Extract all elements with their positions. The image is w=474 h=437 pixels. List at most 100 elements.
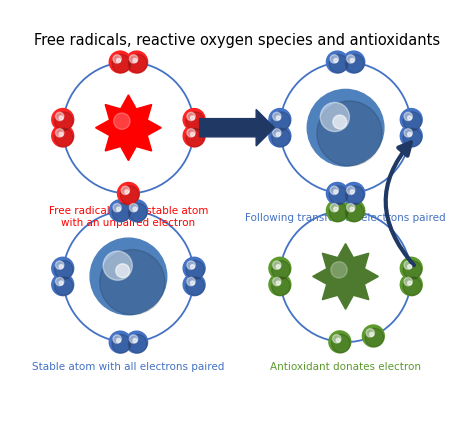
Circle shape bbox=[133, 339, 137, 343]
Circle shape bbox=[272, 112, 290, 131]
Circle shape bbox=[112, 203, 131, 222]
Circle shape bbox=[401, 257, 422, 279]
Circle shape bbox=[183, 125, 205, 147]
FancyArrow shape bbox=[200, 110, 274, 146]
Circle shape bbox=[187, 261, 195, 269]
Circle shape bbox=[329, 203, 348, 222]
Circle shape bbox=[408, 132, 411, 136]
Circle shape bbox=[346, 54, 364, 73]
Circle shape bbox=[346, 186, 355, 194]
Circle shape bbox=[186, 112, 204, 131]
Circle shape bbox=[273, 112, 281, 121]
Circle shape bbox=[276, 265, 280, 269]
Circle shape bbox=[126, 200, 147, 222]
Circle shape bbox=[273, 261, 281, 269]
Circle shape bbox=[118, 183, 139, 205]
Circle shape bbox=[126, 331, 147, 353]
Circle shape bbox=[329, 54, 348, 73]
Circle shape bbox=[403, 128, 422, 147]
Circle shape bbox=[55, 112, 73, 131]
Circle shape bbox=[116, 264, 129, 277]
Circle shape bbox=[269, 125, 291, 147]
Circle shape bbox=[276, 281, 280, 285]
Circle shape bbox=[403, 112, 422, 131]
Circle shape bbox=[273, 277, 281, 286]
Circle shape bbox=[55, 128, 73, 147]
Circle shape bbox=[55, 112, 64, 121]
Circle shape bbox=[191, 265, 194, 269]
Circle shape bbox=[187, 112, 195, 121]
Circle shape bbox=[408, 281, 411, 285]
Circle shape bbox=[327, 183, 348, 205]
Circle shape bbox=[133, 207, 137, 211]
Circle shape bbox=[191, 132, 194, 136]
Circle shape bbox=[343, 183, 365, 205]
Circle shape bbox=[370, 333, 374, 336]
Circle shape bbox=[269, 257, 291, 279]
Circle shape bbox=[55, 261, 64, 269]
Circle shape bbox=[59, 281, 63, 285]
Circle shape bbox=[128, 54, 147, 73]
Circle shape bbox=[113, 335, 121, 343]
Circle shape bbox=[129, 204, 138, 212]
Text: Free radical: an unstable atom
with an unpaired electron: Free radical: an unstable atom with an u… bbox=[49, 206, 208, 228]
Circle shape bbox=[336, 338, 340, 342]
Circle shape bbox=[331, 262, 347, 278]
Circle shape bbox=[317, 101, 382, 166]
Circle shape bbox=[404, 261, 412, 269]
Circle shape bbox=[55, 277, 73, 295]
Circle shape bbox=[343, 200, 365, 222]
Circle shape bbox=[401, 125, 422, 147]
Circle shape bbox=[129, 55, 138, 63]
Circle shape bbox=[330, 186, 338, 194]
Circle shape bbox=[109, 51, 131, 73]
Circle shape bbox=[112, 334, 131, 353]
Circle shape bbox=[187, 277, 195, 286]
Text: Following transfer, all electrons paired: Following transfer, all electrons paired bbox=[245, 214, 446, 223]
Circle shape bbox=[272, 128, 290, 147]
Circle shape bbox=[117, 339, 120, 343]
Circle shape bbox=[408, 116, 411, 120]
Circle shape bbox=[276, 132, 280, 136]
Circle shape bbox=[186, 277, 204, 295]
Circle shape bbox=[350, 59, 354, 62]
Circle shape bbox=[307, 90, 384, 166]
Circle shape bbox=[334, 190, 337, 194]
Circle shape bbox=[90, 238, 167, 315]
Circle shape bbox=[272, 260, 290, 279]
Polygon shape bbox=[96, 95, 161, 160]
Circle shape bbox=[129, 335, 138, 343]
Circle shape bbox=[350, 190, 354, 194]
Circle shape bbox=[350, 207, 354, 211]
Circle shape bbox=[183, 257, 205, 279]
Circle shape bbox=[55, 260, 73, 279]
Circle shape bbox=[186, 260, 204, 279]
Circle shape bbox=[120, 186, 139, 205]
Circle shape bbox=[103, 251, 132, 280]
Circle shape bbox=[125, 190, 129, 194]
Circle shape bbox=[346, 55, 355, 63]
Circle shape bbox=[343, 51, 365, 73]
Circle shape bbox=[113, 204, 121, 212]
Circle shape bbox=[365, 328, 384, 347]
Text: Stable atom with all electrons paired: Stable atom with all electrons paired bbox=[32, 362, 225, 372]
Polygon shape bbox=[313, 243, 378, 309]
Circle shape bbox=[109, 200, 131, 222]
Circle shape bbox=[187, 129, 195, 137]
Circle shape bbox=[403, 277, 422, 295]
FancyArrowPatch shape bbox=[386, 142, 414, 265]
Circle shape bbox=[55, 277, 64, 286]
Circle shape bbox=[100, 250, 165, 315]
Circle shape bbox=[334, 207, 337, 211]
Circle shape bbox=[52, 108, 73, 131]
Circle shape bbox=[55, 129, 64, 137]
Circle shape bbox=[114, 113, 130, 129]
Circle shape bbox=[320, 102, 349, 132]
Circle shape bbox=[333, 115, 346, 129]
Text: Free radicals, reactive oxygen species and antioxidants: Free radicals, reactive oxygen species a… bbox=[34, 33, 440, 48]
Circle shape bbox=[403, 260, 422, 279]
Circle shape bbox=[334, 59, 337, 62]
Circle shape bbox=[183, 108, 205, 131]
Circle shape bbox=[128, 334, 147, 353]
Circle shape bbox=[191, 116, 194, 120]
